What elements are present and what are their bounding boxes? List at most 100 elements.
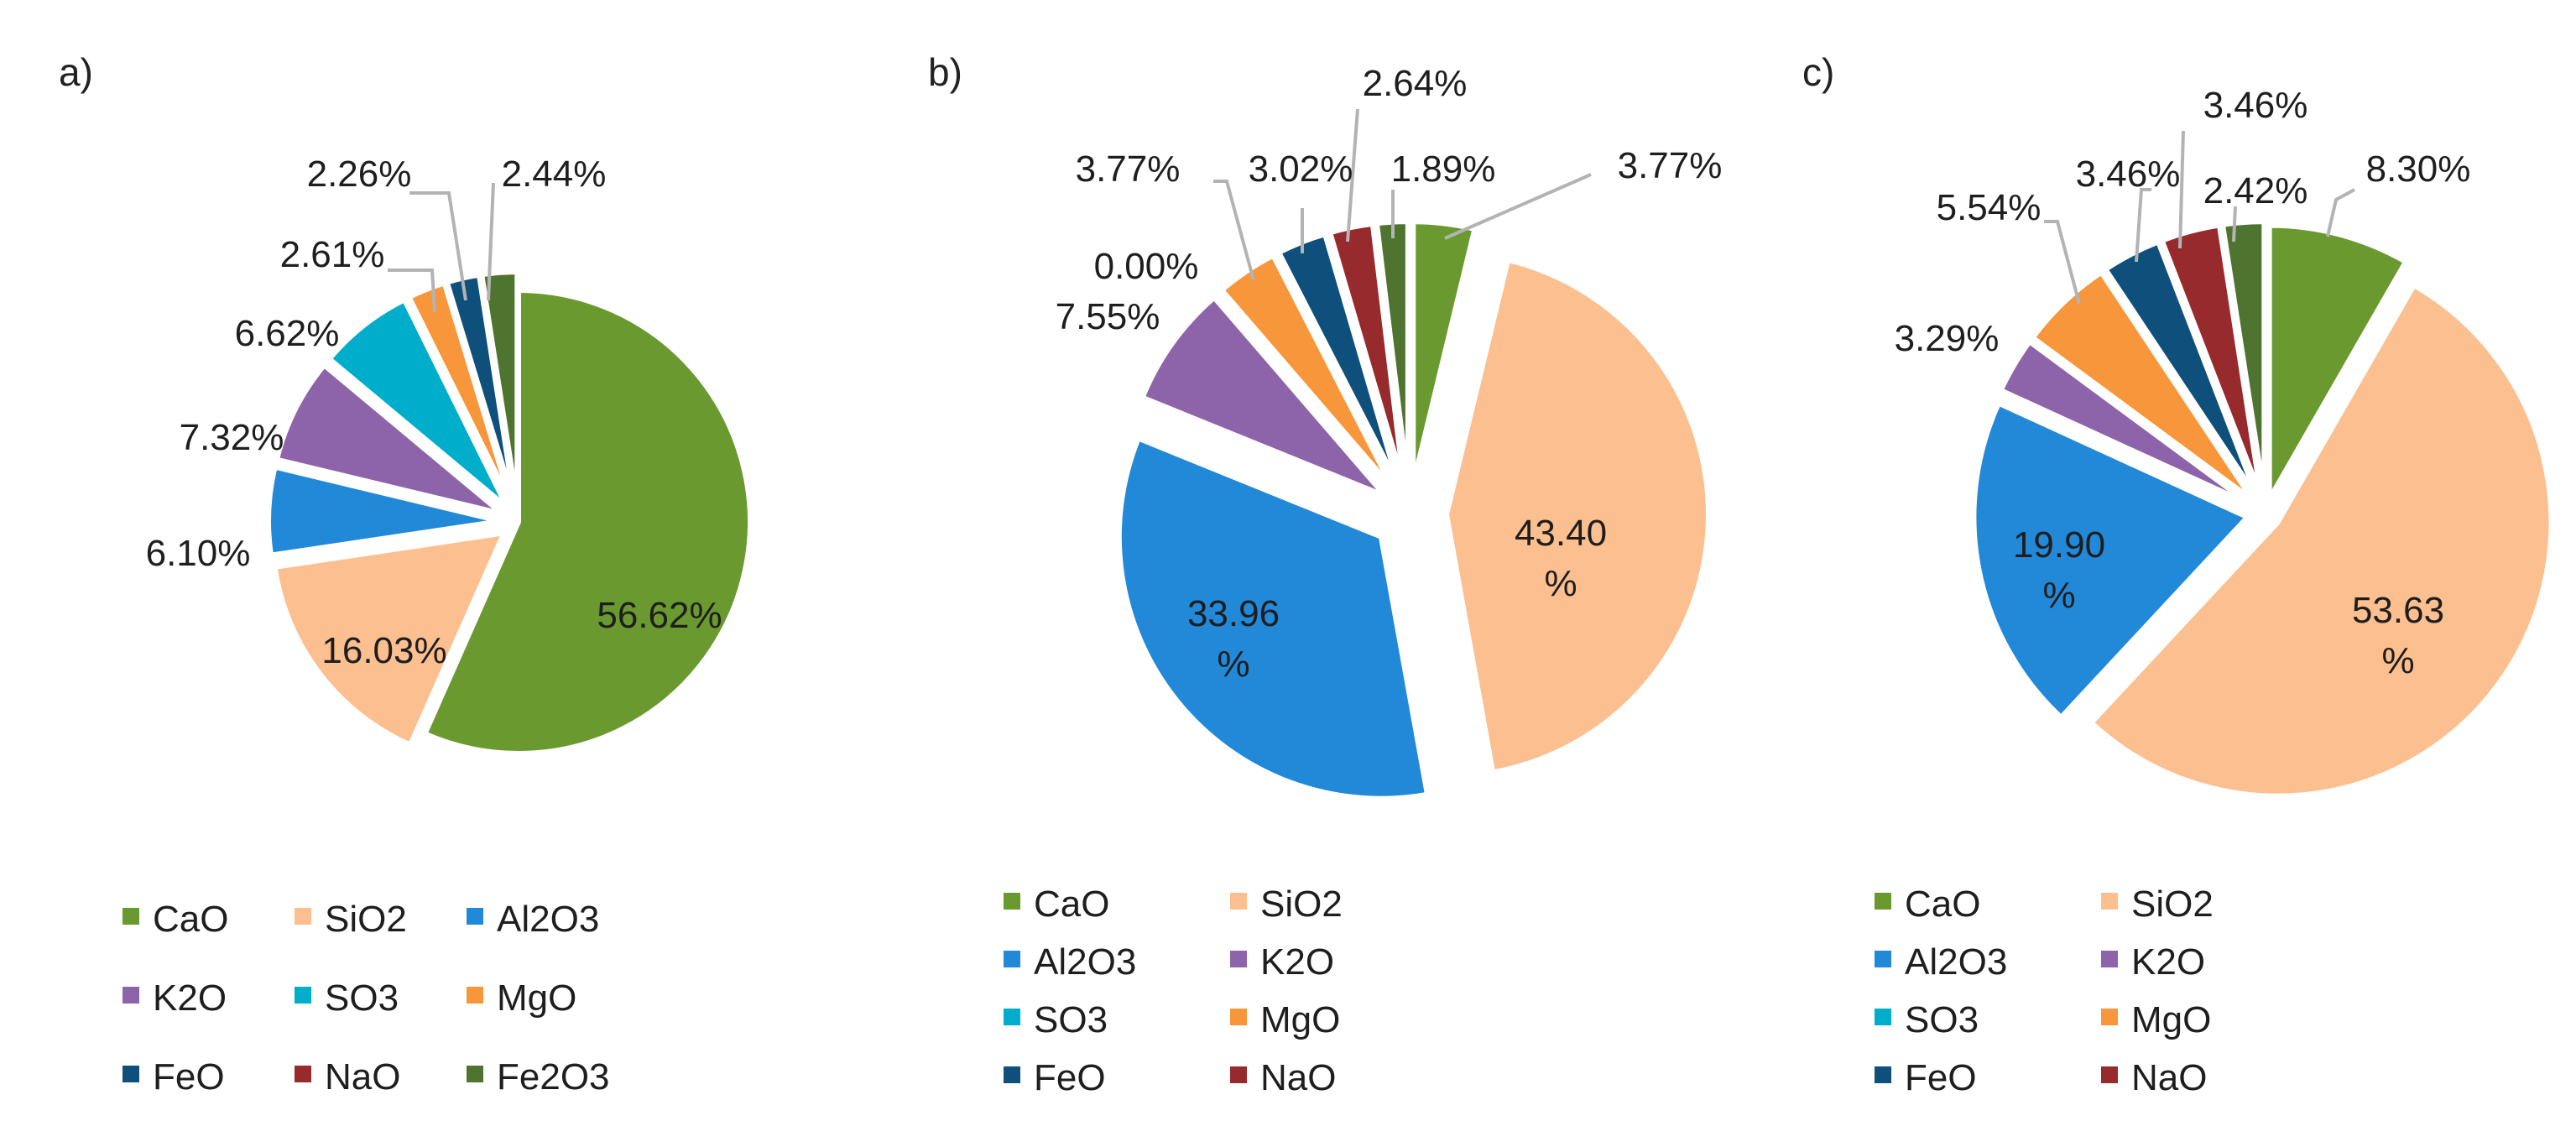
leader-line-cao bbox=[1444, 173, 1592, 240]
data-label-sio2: 16.03% bbox=[321, 630, 446, 671]
slice-sio2 bbox=[272, 530, 507, 748]
legend-item-nao: NaO bbox=[2101, 1057, 2207, 1098]
legend-swatch bbox=[1004, 951, 1020, 967]
legend-item-feo: FeO bbox=[1875, 1057, 1977, 1098]
legend-item-cao: CaO bbox=[123, 899, 228, 940]
legend-swatch bbox=[2101, 893, 2118, 910]
leader-line-mgo bbox=[1213, 180, 1255, 281]
slice-mgo bbox=[1219, 253, 1395, 492]
legend-item-k2o: K2O bbox=[1230, 941, 1334, 983]
legend-label: SO3 bbox=[1034, 999, 1108, 1040]
legend-item-al2o3: Al2O3 bbox=[467, 899, 599, 940]
pie-chart-2: b) 3.77% 43.40 % 33.96 % 7.55% 0.00% 3.77% 3.02% 2… bbox=[928, 50, 1722, 1098]
legend-swatch bbox=[467, 908, 483, 925]
legend-label: Al2O3 bbox=[1905, 941, 2007, 983]
legend-swatch bbox=[1875, 1009, 1891, 1025]
legend-swatch bbox=[467, 1066, 483, 1082]
legend-label: SiO2 bbox=[2131, 884, 2214, 925]
legend-swatch bbox=[1230, 893, 1247, 910]
leader-line-feo bbox=[409, 191, 467, 301]
data-label-k2o: 3.29% bbox=[1895, 318, 2000, 359]
legend-swatch bbox=[1004, 1066, 1020, 1083]
legend-swatch bbox=[1875, 1066, 1891, 1083]
legend-item-cao: CaO bbox=[1875, 884, 1980, 925]
slice-al2o3 bbox=[1116, 435, 1431, 801]
leader-line-mgo bbox=[2044, 220, 2081, 305]
legend-item-k2o: K2O bbox=[123, 978, 227, 1019]
legend-label: FeO bbox=[1905, 1057, 1977, 1098]
data-label-so3: 0.00% bbox=[1094, 246, 1199, 287]
legend-item-so3: SO3 bbox=[295, 978, 399, 1019]
legend-swatch bbox=[467, 987, 483, 1004]
slice-k2o bbox=[274, 362, 505, 517]
legend-swatch bbox=[295, 1066, 311, 1082]
legend-swatch bbox=[295, 908, 311, 925]
data-label-sio2: 53.63% bbox=[2352, 590, 2444, 681]
legend: CaO SiO2 Al2O3 K2O SO3 MgO FeO NaO bbox=[1875, 884, 2214, 1098]
legend-item-sio2: SiO2 bbox=[1230, 884, 1343, 925]
slice-mgo bbox=[406, 280, 514, 508]
legend-label: CaO bbox=[1905, 884, 1980, 925]
legend-item-mgo: MgO bbox=[2101, 999, 2211, 1040]
legend-label: MgO bbox=[497, 978, 576, 1019]
panel-label: b) bbox=[928, 50, 962, 94]
legend-item-mgo: MgO bbox=[1230, 999, 1340, 1040]
data-label-nao: 3.46% bbox=[2203, 85, 2308, 126]
data-label-fe2o3: 1.89% bbox=[1391, 149, 1496, 190]
leader-line-feo bbox=[2135, 188, 2151, 263]
legend-item-feo: FeO bbox=[123, 1056, 225, 1097]
data-label-sio2: 43.40% bbox=[1515, 513, 1607, 604]
pie-slices bbox=[1971, 219, 2554, 799]
pie-chart-1: a) 56.62% 16.03% 6.10% 7.32% 6.62% 2.61% 2.26% 2… bbox=[59, 50, 753, 1097]
legend-label: NaO bbox=[325, 1056, 400, 1097]
legend-item-k2o: K2O bbox=[2101, 941, 2205, 983]
slice-sio2 bbox=[1443, 258, 1711, 775]
data-label-feo: 3.46% bbox=[2076, 154, 2181, 195]
legend-item-feo: FeO bbox=[1004, 1057, 1106, 1098]
data-label-cao: 3.77% bbox=[1618, 145, 1723, 186]
data-label-mgo: 3.77% bbox=[1076, 149, 1181, 190]
data-label-al2o3: 19.90% bbox=[2013, 524, 2105, 616]
data-label-so3: 6.62% bbox=[235, 313, 340, 354]
legend-item-sio2: SiO2 bbox=[2101, 884, 2214, 925]
legend-label: SO3 bbox=[1905, 999, 1979, 1040]
leader-line-fe2o3 bbox=[487, 182, 495, 301]
legend-swatch bbox=[1875, 951, 1891, 967]
slice-feo bbox=[2103, 239, 2260, 500]
data-label-fe2o3: 2.44% bbox=[502, 154, 607, 195]
pie-chart-3: c) 8.30% 53.63 % 19.90 % 3.29% 5.54% 3.46% 3.46% 2… bbox=[1802, 50, 2554, 1098]
pie-slices bbox=[1116, 219, 1711, 801]
legend-item-al2o3: Al2O3 bbox=[1004, 941, 1136, 983]
slice-nao bbox=[1327, 221, 1406, 487]
legend-label: CaO bbox=[1034, 884, 1109, 925]
data-label-fe2o3: 2.42% bbox=[2203, 170, 2308, 211]
legend-swatch bbox=[1004, 1009, 1020, 1025]
legend-swatch bbox=[1875, 893, 1891, 910]
panel-label: c) bbox=[1802, 50, 1834, 94]
legend-swatch bbox=[123, 1066, 139, 1082]
legend-swatch bbox=[123, 987, 139, 1004]
legend-swatch bbox=[2101, 1066, 2118, 1083]
legend-label: MgO bbox=[2131, 999, 2211, 1040]
data-label-cao: 8.30% bbox=[2366, 149, 2471, 190]
slice-nao bbox=[2159, 222, 2264, 498]
data-label-k2o: 7.32% bbox=[180, 417, 284, 458]
legend-label: K2O bbox=[2131, 941, 2205, 983]
legend-label: K2O bbox=[1260, 941, 1334, 983]
data-label-mgo: 5.54% bbox=[1937, 187, 2042, 228]
data-label-cao: 56.62% bbox=[597, 595, 722, 636]
legend-item-nao: NaO bbox=[295, 1056, 400, 1097]
pie-slices bbox=[266, 269, 753, 756]
leader-line-mgo bbox=[388, 269, 436, 313]
legend-swatch bbox=[295, 987, 311, 1004]
leader-line-fe2o3 bbox=[2232, 206, 2237, 242]
slice-k2o bbox=[1998, 339, 2253, 507]
legend-item-sio2: SiO2 bbox=[295, 899, 407, 940]
legend-item-cao: CaO bbox=[1004, 884, 1109, 925]
legend-swatch bbox=[2101, 951, 2118, 967]
legend-item-fe2o3: Fe2O3 bbox=[467, 1056, 610, 1097]
legend-item-al2o3: Al2O3 bbox=[1875, 941, 2007, 983]
slice-fe2o3 bbox=[479, 269, 520, 507]
legend-label: NaO bbox=[1260, 1057, 1336, 1098]
